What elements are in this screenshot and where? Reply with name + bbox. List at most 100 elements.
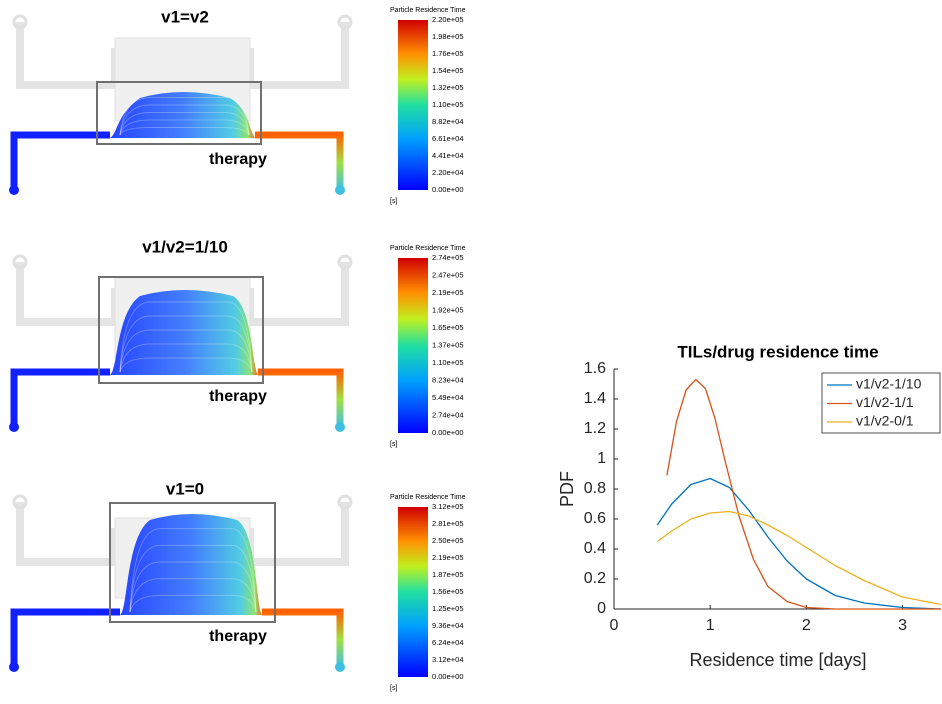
streamline	[119, 329, 253, 373]
outlet-pipe	[262, 608, 344, 667]
port-ghost	[12, 254, 28, 270]
colorbar	[398, 507, 428, 677]
y-axis-label: PDF	[557, 471, 577, 507]
streamline	[119, 357, 253, 373]
port	[9, 662, 19, 672]
colorbar-tick-label: 2.81e+05	[432, 519, 464, 528]
legend-label: v1/v2-1/1	[856, 394, 914, 410]
focus-box	[96, 81, 262, 145]
colorbar-tick-label: 1.98e+05	[432, 32, 464, 41]
streamline	[119, 112, 250, 136]
colorbar-unit: [s]	[390, 441, 397, 448]
y-tick-label: 1.4	[584, 390, 606, 407]
panel-title: v1=v2	[161, 7, 209, 26]
y-tick-label: 0.2	[584, 570, 606, 587]
line-series	[666, 378, 941, 610]
colorbar-tick-label: 6.61e+04	[432, 134, 464, 143]
colorbar-tick-label: 0.00e+00	[432, 185, 464, 194]
y-tick-label: 1	[597, 450, 606, 467]
panel-title: v1=0	[166, 479, 204, 498]
streamline	[129, 528, 257, 613]
colorbar-title: Particle Residence Time	[390, 494, 466, 501]
colorbar-tick-label: 1.54e+05	[432, 66, 464, 75]
flow-streamlines	[110, 290, 258, 375]
port	[335, 185, 345, 195]
x-tick-label: 2	[802, 617, 811, 634]
colorbar-tick-label: 0.00e+00	[432, 428, 464, 437]
y-tick-label: 0	[597, 600, 606, 617]
y-tick-label: 1.2	[584, 420, 606, 437]
port-ghost	[12, 494, 28, 510]
streamline	[119, 315, 253, 373]
colorbar-tick-label: 1.56e+05	[432, 587, 464, 596]
colorbar-tick-label: 2.19e+05	[432, 288, 464, 297]
x-tick-label: 3	[898, 617, 907, 634]
colorbar-unit: [s]	[390, 685, 397, 692]
flow-streamlines	[120, 514, 262, 615]
y-tick-label: 0.6	[584, 510, 606, 527]
streamline	[129, 561, 257, 613]
inlet-pipe	[10, 131, 110, 190]
colorbar-tick-label: 1.25e+05	[432, 604, 464, 613]
port	[9, 185, 19, 195]
y-tick-label: 0.4	[584, 540, 606, 557]
colorbar-tick-label: 1.87e+05	[432, 570, 464, 579]
colorbar-tick-label: 5.49e+04	[432, 393, 464, 402]
cfd-panel: v1/v2=1/10 therapy Particle Residence Time…	[9, 237, 466, 448]
colorbar-tick-label: 9.36e+04	[432, 621, 464, 630]
x-axis-label: Residence time [days]	[689, 650, 866, 670]
colorbar-tick-label: 2.47e+05	[432, 270, 464, 279]
streamline	[119, 127, 250, 136]
colorbar-tick-label: 1.37e+05	[432, 340, 464, 349]
colorbar	[398, 258, 428, 433]
port	[335, 422, 345, 432]
streamline	[129, 594, 257, 613]
port-ghost	[337, 254, 353, 270]
annotation: therapy	[209, 151, 267, 168]
colorbar-tick-label: 3.12e+05	[432, 502, 464, 511]
port-ghost	[12, 14, 28, 30]
colorbar-tick-label: 1.10e+05	[432, 358, 464, 367]
outlet-pipe	[255, 131, 344, 190]
inlet-pipe	[10, 608, 120, 667]
legend-label: v1/v2-0/1	[856, 413, 914, 429]
colorbar-tick-label: 1.65e+05	[432, 323, 464, 332]
focus-box	[109, 502, 276, 623]
streamline	[119, 343, 253, 373]
focus-box	[98, 276, 264, 384]
streamline	[119, 119, 250, 136]
annotation: therapy	[209, 628, 267, 645]
line-series	[656, 477, 942, 610]
port	[9, 422, 19, 432]
colorbar-title: Particle Residence Time	[390, 7, 466, 14]
colorbar-tick-label: 1.32e+05	[432, 83, 464, 92]
colorbar-tick-label: 3.12e+04	[432, 655, 464, 664]
colorbar-tick-label: 1.76e+05	[432, 49, 464, 58]
x-tick-label: 0	[610, 617, 619, 634]
flow-streamlines	[110, 92, 255, 138]
port-ghost	[337, 494, 353, 510]
colorbar-tick-label: 6.24e+04	[432, 638, 464, 647]
chart-title: TILs/drug residence time	[677, 342, 878, 361]
x-tick-label: 1	[706, 617, 715, 634]
colorbar-tick-label: 1.10e+05	[432, 100, 464, 109]
y-tick-label: 0.8	[584, 480, 606, 497]
colorbar-tick-label: 1.92e+05	[432, 305, 464, 314]
colorbar-tick-label: 2.19e+05	[432, 553, 464, 562]
annotation: therapy	[209, 388, 267, 405]
legend-label: v1/v2-1/10	[856, 376, 922, 392]
streamline	[129, 544, 257, 613]
y-tick-label: 1.6	[584, 360, 606, 377]
colorbar-tick-label: 2.20e+05	[432, 15, 464, 24]
streamline	[119, 97, 250, 136]
panel-title: v1/v2=1/10	[142, 237, 228, 256]
streamline	[119, 104, 250, 136]
colorbar	[398, 20, 428, 190]
streamline	[119, 301, 253, 373]
port-ghost	[337, 14, 353, 30]
colorbar-tick-label: 2.20e+04	[432, 168, 464, 177]
colorbar-tick-label: 2.74e+05	[432, 253, 464, 262]
